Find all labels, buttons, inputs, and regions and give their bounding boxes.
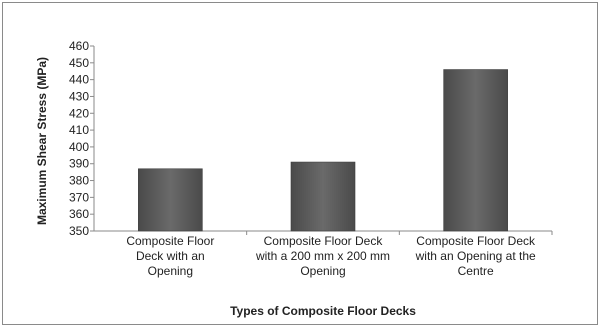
- y-tick-label: 410: [69, 123, 89, 137]
- bar: [138, 168, 203, 232]
- y-tick-label: 460: [69, 39, 89, 53]
- bar: [443, 69, 508, 232]
- plot-area: 350 360 370 380 390 400 410 420 430 440 450 460 Comp…: [69, 39, 553, 278]
- y-tick-label: 350: [69, 224, 89, 238]
- category-label: Composite Floor Deck with an Opening at t…: [415, 234, 536, 278]
- y-tick-label: 380: [69, 174, 89, 188]
- y-tick-label: 420: [69, 106, 89, 120]
- x-axis-title: Types of Composite Floor Decks: [230, 304, 416, 318]
- y-tick-label: 390: [69, 157, 89, 171]
- bar: [290, 161, 356, 232]
- category-label: Composite Floor Deck with a 200 mm x 200 …: [255, 234, 390, 278]
- y-tick-label: 360: [69, 207, 89, 221]
- y-tick-label: 400: [69, 140, 89, 154]
- y-tick-label: 440: [69, 73, 89, 87]
- category-label: Composite Floor Deck with an Opening: [126, 234, 214, 278]
- y-tick-label: 450: [69, 56, 89, 70]
- y-tick-label: 370: [69, 190, 89, 204]
- y-axis-title: Maximum Shear Stress (MPa): [35, 57, 49, 225]
- y-tick-label: 430: [69, 89, 89, 103]
